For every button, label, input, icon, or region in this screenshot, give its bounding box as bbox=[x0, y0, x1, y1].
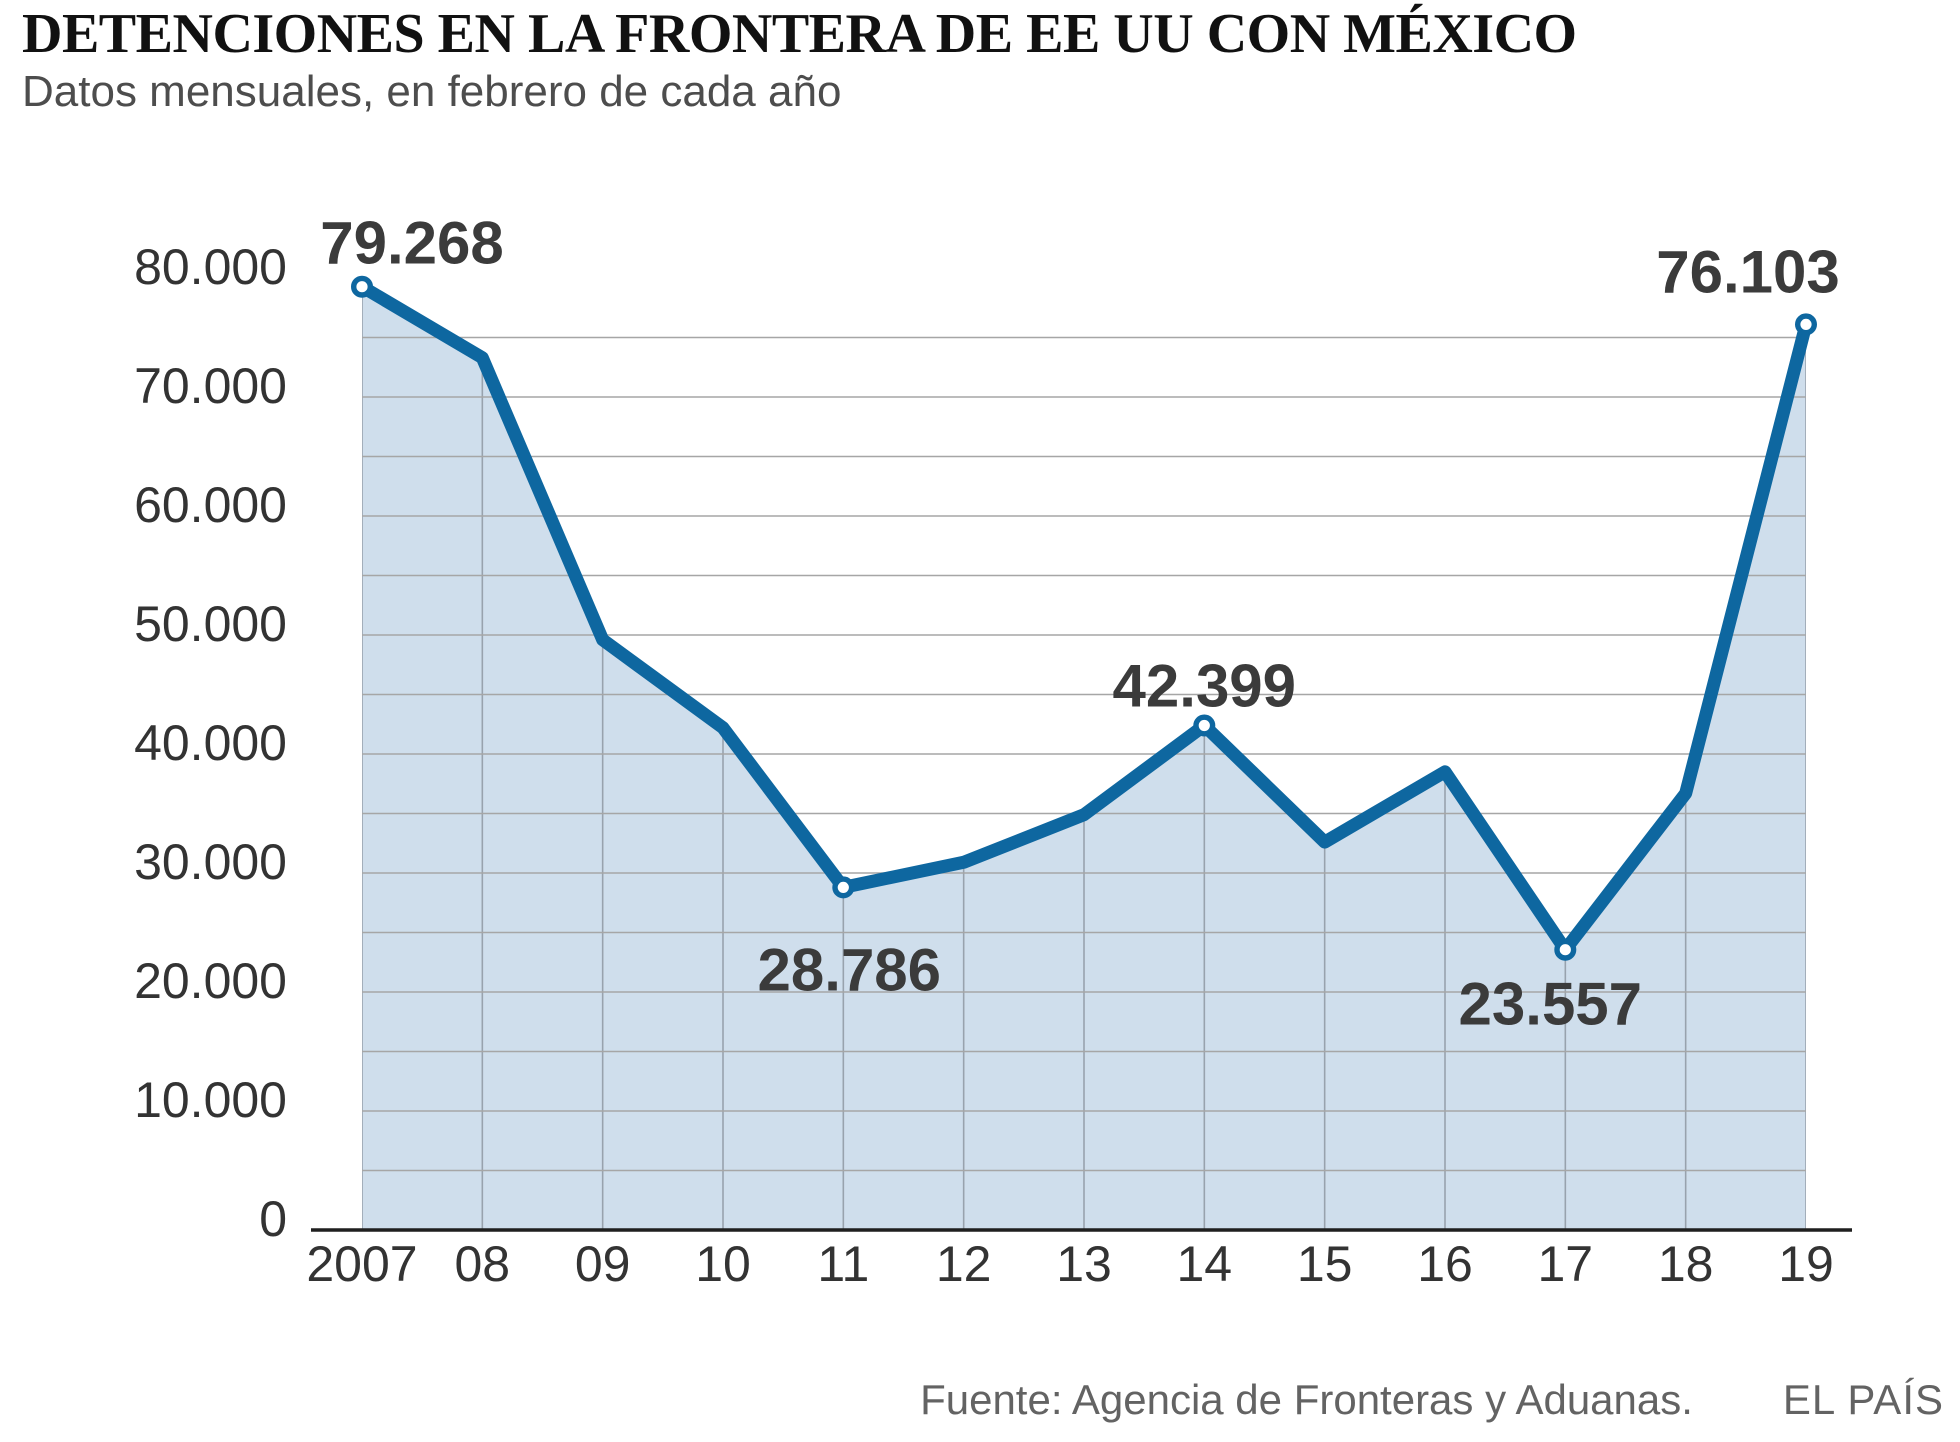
x-tick-label-12: 12 bbox=[936, 1236, 992, 1292]
value-label-2017: 23.557 bbox=[1459, 971, 1643, 1038]
data-point-marker-2019 bbox=[1794, 313, 1817, 336]
y-tick-label-20.000: 20.000 bbox=[134, 953, 287, 1009]
value-label-2011: 28.786 bbox=[758, 936, 942, 1003]
data-point-marker-2014 bbox=[1193, 714, 1216, 737]
value-label-2019: 76.103 bbox=[1656, 238, 1840, 305]
y-tick-label-30.000: 30.000 bbox=[134, 834, 287, 890]
x-tick-label-10: 10 bbox=[695, 1236, 751, 1292]
y-tick-label-80.000: 80.000 bbox=[134, 239, 287, 295]
x-tick-label-14: 14 bbox=[1176, 1236, 1232, 1292]
data-point-marker-2011 bbox=[832, 876, 855, 899]
y-tick-label-10.000: 10.000 bbox=[134, 1072, 287, 1128]
data-point-marker-2007 bbox=[351, 275, 374, 298]
x-tick-label-13: 13 bbox=[1056, 1236, 1112, 1292]
y-tick-label-70.000: 70.000 bbox=[134, 358, 287, 414]
x-tick-label-08: 08 bbox=[454, 1236, 510, 1292]
value-label-2007: 79.268 bbox=[320, 210, 504, 277]
y-tick-label-0: 0 bbox=[259, 1191, 287, 1247]
x-tick-label-19: 19 bbox=[1778, 1236, 1834, 1292]
x-tick-label-17: 17 bbox=[1537, 1236, 1593, 1292]
y-tick-label-40.000: 40.000 bbox=[134, 715, 287, 771]
x-tick-label-18: 18 bbox=[1658, 1236, 1714, 1292]
chart-footer: Fuente: Agencia de Fronteras y Aduanas. E… bbox=[0, 1376, 1944, 1424]
chart-subtitle: Datos mensuales, en febrero de cada año bbox=[22, 67, 842, 116]
x-tick-label-16: 16 bbox=[1417, 1236, 1473, 1292]
value-label-2014: 42.399 bbox=[1113, 653, 1297, 720]
x-tick-label-2007: 2007 bbox=[306, 1236, 417, 1292]
x-tick-label-11: 11 bbox=[817, 1236, 869, 1292]
chart-title: DETENCIONES EN LA FRONTERA DE EE UU CON … bbox=[22, 3, 1577, 65]
y-tick-label-50.000: 50.000 bbox=[134, 596, 287, 652]
data-point-marker-2017 bbox=[1554, 938, 1577, 961]
source-note: Fuente: Agencia de Fronteras y Aduanas. bbox=[920, 1376, 1693, 1423]
x-tick-label-09: 09 bbox=[575, 1236, 631, 1292]
y-tick-label-60.000: 60.000 bbox=[134, 477, 287, 533]
publisher-credit: EL PAÍS bbox=[1782, 1376, 1944, 1423]
x-tick-label-15: 15 bbox=[1297, 1236, 1353, 1292]
